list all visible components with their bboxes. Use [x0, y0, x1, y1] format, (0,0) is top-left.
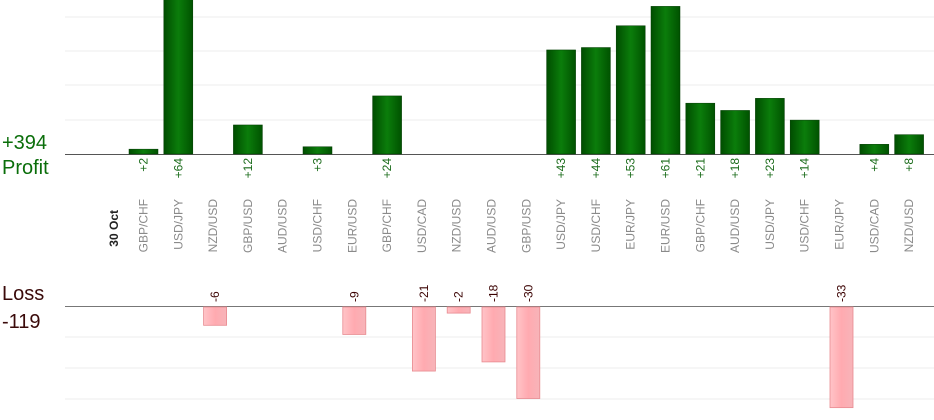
- profit-value-label: +3: [311, 158, 325, 172]
- profit-bar: [650, 6, 681, 155]
- loss-value-label: -33: [835, 284, 849, 302]
- category-label: NZD/USD: [450, 199, 464, 253]
- category-label: EUR/JPY: [624, 199, 638, 250]
- profit-bar: [302, 146, 333, 155]
- profit-value-label: +53: [624, 158, 638, 179]
- profit-total: +394: [2, 132, 48, 154]
- profit-value-label: +2: [137, 158, 151, 172]
- profit-value-label: +12: [241, 158, 255, 179]
- loss-bars: [203, 306, 854, 409]
- profit-value-label: +64: [171, 158, 185, 179]
- category-label: EUR/JPY: [833, 199, 847, 250]
- category-label: USD/CAD: [415, 199, 429, 253]
- loss-bar: [829, 306, 854, 409]
- loss-value-labels: -6 -9 -21 -2 -18 -30 -33: [208, 284, 848, 302]
- profit-bar: [685, 102, 716, 155]
- profit-value-label: +18: [728, 158, 742, 179]
- category-label: GBP/CHF: [137, 199, 151, 252]
- profit-bar: [128, 148, 159, 155]
- loss-value-label: -9: [347, 291, 361, 302]
- loss-value-label: -2: [452, 291, 466, 302]
- category-label: EUR/USD: [345, 199, 359, 253]
- profit-bar: [755, 98, 785, 155]
- loss-bar: [446, 306, 471, 314]
- loss-bar: [516, 306, 541, 399]
- profit-label: Profit: [2, 157, 49, 179]
- profit-value-label: +61: [659, 158, 673, 179]
- profit-value-label: +24: [380, 158, 394, 179]
- category-label: GBP/CHF: [380, 199, 394, 252]
- profit-bar: [372, 95, 402, 155]
- profit-value-label: +43: [554, 158, 568, 179]
- category-label: AUD/USD: [276, 199, 290, 253]
- loss-bar: [203, 306, 228, 326]
- loss-label: Loss: [2, 283, 45, 305]
- profit-value-labels: +2 +64 +12 +3 +24 +43 +44 +53 +61 +21 +18 +23 +14 +4 +…: [137, 158, 917, 179]
- loss-value-label: -6: [208, 291, 222, 302]
- profit-value-label: +44: [589, 158, 603, 179]
- axis-lines: [65, 154, 934, 307]
- category-label: EUR/USD: [659, 199, 673, 253]
- category-label: NZD/USD: [902, 199, 916, 253]
- loss-value-label: -30: [521, 284, 535, 302]
- profit-bar: [789, 119, 820, 155]
- profit-value-label: +4: [867, 158, 881, 172]
- profit-bars: [128, 0, 924, 155]
- profit-bar: [233, 124, 263, 155]
- category-label: USD/CAD: [867, 199, 881, 253]
- loss-bar: [342, 306, 367, 335]
- loss-bar: [411, 306, 436, 372]
- loss-value-label: -18: [487, 284, 501, 302]
- profit-bar: [720, 110, 750, 155]
- category-label: GBP/USD: [241, 199, 255, 253]
- category-label: USD/CHF: [589, 199, 603, 252]
- date-label: 30 Oct: [107, 210, 121, 247]
- category-label: NZD/USD: [206, 199, 220, 253]
- category-label: AUD/USD: [485, 199, 499, 253]
- profit-bar: [581, 47, 611, 155]
- category-label: USD/JPY: [763, 199, 777, 250]
- profit-bar: [859, 144, 890, 155]
- profit-bar: [546, 49, 576, 155]
- profit-value-label: +23: [763, 158, 777, 179]
- profit-bar: [163, 0, 194, 155]
- category-label: GBP/CHF: [693, 199, 707, 252]
- profit-value-label: +14: [798, 158, 812, 179]
- category-label: USD/CHF: [311, 199, 325, 252]
- profit-bar: [615, 25, 646, 155]
- category-labels: GBP/CHF USD/JPY NZD/USD GBP/USD AUD/USD USD/C…: [137, 199, 917, 253]
- category-label: USD/JPY: [171, 199, 185, 250]
- category-label: AUD/USD: [728, 199, 742, 253]
- loss-total: -119: [2, 311, 41, 333]
- loss-value-label: -21: [417, 284, 431, 302]
- loss-bar: [481, 306, 506, 363]
- profit-bar: [894, 134, 924, 155]
- profit-value-label: +8: [902, 158, 916, 172]
- category-label: GBP/USD: [519, 199, 533, 253]
- profit-value-label: +21: [693, 158, 707, 179]
- category-label: USD/JPY: [554, 199, 568, 250]
- category-label: USD/CHF: [798, 199, 812, 252]
